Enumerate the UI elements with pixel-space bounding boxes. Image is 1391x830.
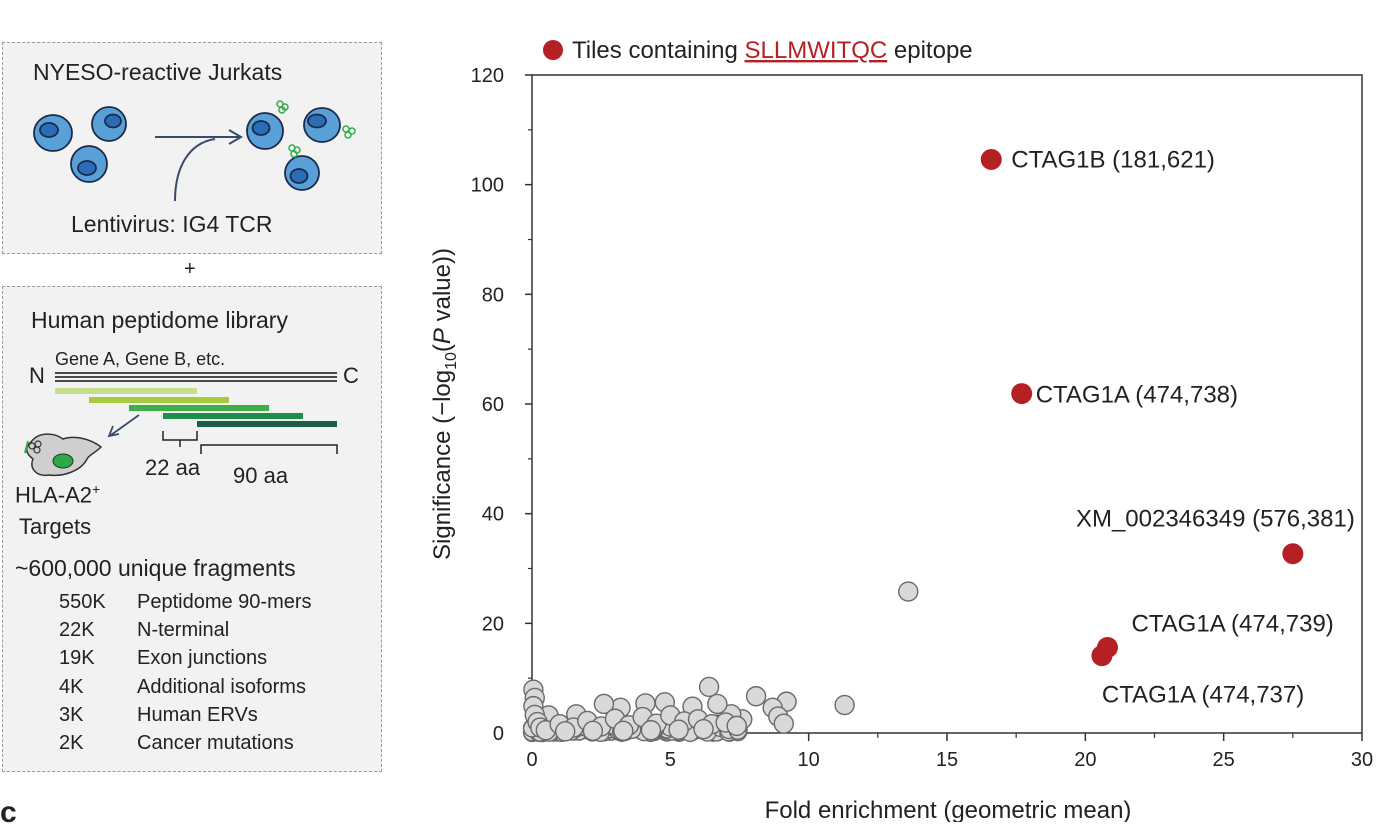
- fragment-label: Exon junctions: [137, 647, 268, 669]
- data-point: [707, 693, 728, 715]
- length-bracket: [200, 444, 338, 454]
- data-point: [834, 694, 855, 716]
- peptidome-panel: Human peptidome library Gene A, Gene B, …: [2, 286, 382, 772]
- data-point: [698, 676, 720, 698]
- gene-label: Gene A, Gene B, etc.: [55, 349, 226, 369]
- chart-legend: Tiles containing SLLMWITQC epitope: [543, 37, 973, 64]
- point-labels: CTAG1B (181,621) CTAG1A (474,738) XM_00234…: [1011, 146, 1355, 708]
- fragments-heading: ~600,000 unique fragments: [15, 555, 296, 581]
- targets-label-line2: Targets: [19, 514, 92, 539]
- enrichment-scatter-chart: Tiles containing SLLMWITQC epitope 0 5 10 1…: [431, 37, 1373, 822]
- fragment-label: Human ERVs: [137, 704, 258, 726]
- y-tick-label: 60: [482, 394, 504, 416]
- data-point: [668, 719, 689, 740]
- arrow-icon: [107, 414, 140, 438]
- y-tick-label: 120: [471, 65, 504, 87]
- long-length-label: 90 aa: [233, 463, 289, 488]
- point-label: CTAG1A (474,739): [1131, 610, 1333, 637]
- plus-sign: +: [184, 258, 196, 280]
- highlighted-data-point: [980, 148, 1002, 170]
- point-label: XM_002346349 (576,381): [1076, 506, 1355, 533]
- target-cell-icon: [24, 433, 103, 477]
- targets-label-main: HLA-A2: [15, 482, 93, 508]
- data-point: [555, 721, 576, 742]
- x-tick-label: 20: [1074, 749, 1096, 771]
- legend-marker: [543, 40, 563, 60]
- jurkat-panel-title: NYESO-reactive Jurkats: [33, 59, 283, 85]
- fragment-label: Peptidome 90-mers: [137, 591, 312, 613]
- tile-1: [55, 388, 197, 394]
- y-tick-label: 40: [482, 504, 504, 526]
- data-point: [693, 718, 714, 740]
- y-tick-label: 20: [482, 613, 504, 635]
- fragment-label: N-terminal: [137, 619, 230, 641]
- legend-text: Tiles containing SLLMWITQC epitope: [572, 37, 973, 64]
- point-label: CTAG1A (474,738): [1036, 382, 1238, 409]
- x-axis-label: Fold enrichment (geometric mean): [765, 797, 1132, 822]
- tiling-diagram: [24, 372, 338, 477]
- data-point: [898, 581, 919, 602]
- tile-2: [89, 397, 229, 403]
- data-point: [593, 693, 615, 715]
- short-length-label: 22 aa: [145, 455, 201, 480]
- lentivirus-caption: Lentivirus: IG4 TCR: [71, 211, 273, 237]
- fragment-count: 22K: [59, 619, 95, 641]
- highlighted-data-point: [1091, 645, 1113, 667]
- tile-3: [129, 405, 269, 411]
- y-tick-label: 80: [482, 284, 504, 306]
- data-point: [613, 720, 634, 742]
- peptidome-panel-title: Human peptidome library: [31, 307, 288, 333]
- fragment-label: Additional isoforms: [137, 676, 306, 698]
- data-point: [582, 720, 604, 742]
- tile-4: [163, 413, 303, 419]
- jurkat-panel: NYESO-reactive Jurkats Lentivirus: IG4 T…: [2, 42, 382, 254]
- n-terminus-label: N: [29, 363, 45, 388]
- fragment-count: 550K: [59, 591, 106, 613]
- y-axis-label: Significance (−log10(P value)): [431, 248, 460, 560]
- y-tick-label: 100: [471, 175, 504, 197]
- targets-label: HLA-A2+: [15, 481, 100, 508]
- highlighted-data-point: [1282, 543, 1304, 565]
- point-label: CTAG1B (181,621): [1011, 146, 1215, 173]
- curved-arrow-icon: [174, 138, 216, 202]
- fragment-count: 4K: [59, 676, 84, 698]
- fragment-count: 3K: [59, 704, 84, 726]
- tile-5: [197, 421, 337, 427]
- highlighted-points: [980, 148, 1304, 667]
- tcr-receptor-icon: [276, 100, 356, 158]
- offset-bracket: [162, 431, 198, 447]
- fragment-label: Cancer mutations: [137, 732, 294, 754]
- jurkat-transduction-illustration: [33, 100, 356, 202]
- background-points: [522, 581, 919, 743]
- data-point: [773, 713, 794, 734]
- x-tick-label: 25: [1213, 749, 1235, 771]
- data-point: [726, 715, 747, 737]
- point-label: CTAG1A (474,737): [1102, 682, 1304, 709]
- arrow-icon: [155, 129, 243, 145]
- data-point: [745, 686, 767, 707]
- y-tick-label: 0: [493, 723, 504, 745]
- panel-letter: c: [0, 796, 17, 829]
- fragment-count: 19K: [59, 647, 95, 669]
- legend-epitope: SLLMWITQC: [745, 37, 888, 64]
- chart-axes: [525, 74, 1363, 741]
- jurkat-cell-icon: [33, 106, 341, 191]
- c-terminus-label: C: [343, 363, 359, 388]
- data-point: [640, 720, 662, 741]
- x-tick-label: 10: [798, 749, 820, 771]
- x-tick-label: 5: [665, 749, 676, 771]
- x-tick-label: 30: [1351, 749, 1373, 771]
- y-tick-labels: 0 20 40 60 80 100 120: [471, 65, 504, 745]
- x-tick-label: 0: [526, 749, 537, 771]
- protein-backbone: [55, 372, 337, 382]
- targets-label-superscript: +: [92, 481, 101, 497]
- fragment-count: 2K: [59, 732, 84, 754]
- x-tick-labels: 0 5 10 15 20 25 30: [526, 749, 1373, 771]
- highlighted-data-point: [1011, 383, 1033, 405]
- x-tick-label: 15: [936, 749, 958, 771]
